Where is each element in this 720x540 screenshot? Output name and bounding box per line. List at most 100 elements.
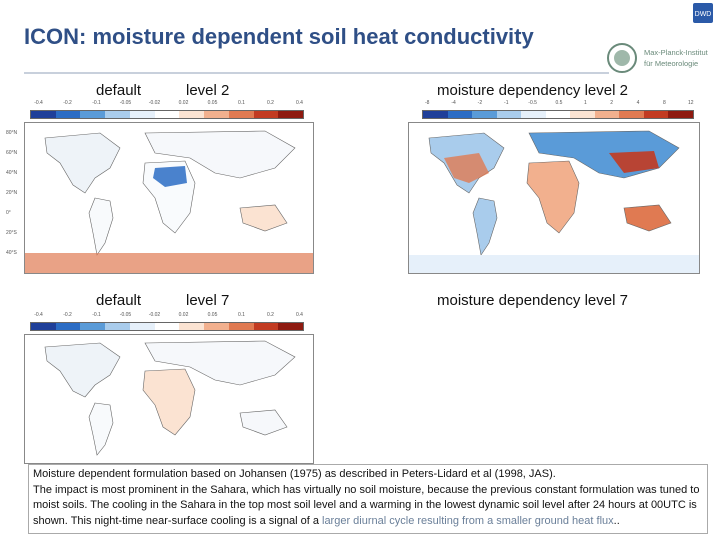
colorbar-segment xyxy=(154,323,180,330)
colorbar-segment xyxy=(496,111,522,118)
colorbar-tick-label: -0.02 xyxy=(148,312,161,318)
dwd-badge-text: DWD xyxy=(695,11,712,18)
top-right-label: moisture dependency level 2 xyxy=(437,82,628,99)
title-divider xyxy=(24,72,609,74)
colorbar-tick-label: 0.4 xyxy=(296,312,303,318)
colorbar-tick-label: 0.05 xyxy=(207,312,218,318)
lat-label-80n: 80°N xyxy=(6,130,18,136)
colorbar-ticks: -0.4 -0.2 -0.1 -0.05 -0.02 0.02 0.05 0.1 0.2 0.4 xyxy=(24,312,314,318)
map-plot xyxy=(25,130,313,273)
caption-end: .. xyxy=(613,514,620,527)
dwd-logo-icon: DWD xyxy=(693,3,713,23)
world-map xyxy=(24,334,314,464)
bottom-right-label: moisture dependency level 7 xyxy=(437,292,628,309)
colorbar-tick-label: 0.2 xyxy=(267,312,274,318)
panel-moisture-level2: -8 -4 -2 -1 -0.5 0.5 1 2 4 8 12 xyxy=(394,100,714,286)
lat-label-20s: 20°S xyxy=(6,230,17,236)
colorbar-segment xyxy=(570,111,595,118)
logo-line-1: Max-Planck-Institut xyxy=(644,48,708,57)
colorbar-segment xyxy=(154,111,180,118)
colorbar-tick-label: 4 xyxy=(636,100,640,106)
colorbar-segment xyxy=(80,323,106,330)
caption-text: The impact is most prominent in the Saha… xyxy=(33,483,700,527)
map-plot xyxy=(409,130,699,273)
colorbar xyxy=(30,322,304,331)
colorbar-ticks: -0.4 -0.2 -0.1 -0.05 -0.02 0.02 0.05 0.1 0.2 0.4 xyxy=(24,100,314,106)
caption-box: Moisture dependent formulation based on … xyxy=(28,464,708,534)
bottom-left-label-default: default xyxy=(96,292,142,309)
colorbar-segment xyxy=(423,111,448,118)
colorbar-tick-label: -0.2 xyxy=(63,312,72,318)
panel-default-level2: -0.4 -0.2 -0.1 -0.05 -0.02 0.02 0.05 0.1 0.2 0.4 … xyxy=(2,100,334,286)
world-map xyxy=(408,122,700,274)
top-left-label-default: default xyxy=(96,82,142,99)
caption-paragraph: The impact is most prominent in the Saha… xyxy=(33,483,703,530)
lat-label-40s: 40°S xyxy=(6,250,17,256)
caption-line-1: Moisture dependent formulation based on … xyxy=(33,468,556,480)
colorbar-segment xyxy=(179,323,205,330)
colorbar-tick-label: -4 xyxy=(451,100,456,106)
caption-highlight: larger diurnal cycle resulting from a sm… xyxy=(322,514,614,527)
colorbar-segment xyxy=(228,323,254,330)
colorbar-tick-label: 2 xyxy=(610,100,614,106)
colorbar-segment xyxy=(619,111,644,118)
colorbar-segment xyxy=(643,111,669,118)
lat-label-60n: 60°N xyxy=(6,150,18,156)
colorbar-segment xyxy=(80,111,106,118)
colorbar-segment xyxy=(105,323,130,330)
colorbar-segment xyxy=(521,111,546,118)
world-map xyxy=(24,122,314,274)
colorbar-tick-label: 12 xyxy=(687,100,694,106)
colorbar-segment xyxy=(545,111,571,118)
slide-title: ICON: moisture dependent soil heat condu… xyxy=(24,24,534,49)
colorbar-segment xyxy=(278,111,304,118)
colorbar-segment xyxy=(55,323,81,330)
colorbar-segment xyxy=(204,111,229,118)
colorbar-tick-label: 0.5 xyxy=(555,100,563,106)
panel-default-level7: -0.4 -0.2 -0.1 -0.05 -0.02 0.02 0.05 0.1 0.2 0.4 xyxy=(2,312,334,464)
colorbar-segment xyxy=(105,111,130,118)
logo-line-2: für Meteorologie xyxy=(644,59,699,68)
colorbar-segment xyxy=(31,323,56,330)
lat-label-0: 0° xyxy=(6,210,11,216)
colorbar-segment xyxy=(447,111,473,118)
colorbar-tick-label: -1 xyxy=(504,100,509,106)
map-plot xyxy=(44,340,296,456)
colorbar-tick-label: -0.5 xyxy=(528,100,537,106)
colorbar-tick-label: -2 xyxy=(477,100,483,106)
colorbar-tick-label: -0.02 xyxy=(148,100,161,106)
colorbar-tick-label: 0.02 xyxy=(178,100,189,106)
colorbar-segment xyxy=(668,111,694,118)
bottom-left-label-level: level 7 xyxy=(186,292,230,309)
colorbar-tick-label: 0.2 xyxy=(267,100,274,106)
colorbar-segment xyxy=(129,323,155,330)
colorbar-segment xyxy=(253,323,279,330)
colorbar-tick-label: 1 xyxy=(583,100,587,106)
colorbar-tick-label: -0.1 xyxy=(92,312,101,318)
colorbar-tick-label: -0.2 xyxy=(63,100,72,106)
colorbar-segment xyxy=(31,111,56,118)
colorbar-segment xyxy=(228,111,254,118)
colorbar-segment xyxy=(253,111,279,118)
colorbar-segment xyxy=(594,111,620,118)
colorbar-tick-label: -0.4 xyxy=(34,100,43,106)
colorbar xyxy=(422,110,694,119)
colorbar-tick-label: -8 xyxy=(424,100,430,106)
colorbar-tick-label: -0.05 xyxy=(119,312,132,318)
colorbar-tick-label: 0.02 xyxy=(178,312,189,318)
colorbar-tick-label: -0.4 xyxy=(34,312,43,318)
colorbar-tick-label: 8 xyxy=(663,100,666,106)
colorbar-segment xyxy=(179,111,205,118)
colorbar-segment xyxy=(129,111,155,118)
mpi-emblem-icon xyxy=(607,43,637,73)
colorbar-ticks-right: -8 -4 -2 -1 -0.5 0.5 1 2 4 8 12 xyxy=(414,100,704,106)
colorbar-tick-label: -0.1 xyxy=(92,100,101,106)
lat-label-40n: 40°N xyxy=(6,170,18,176)
lat-label-20n: 20°N xyxy=(6,190,18,196)
colorbar-segment xyxy=(278,323,304,330)
colorbar-tick-label: -0.05 xyxy=(119,100,132,106)
colorbar-segment xyxy=(204,323,229,330)
colorbar-tick-label: 0.05 xyxy=(207,100,218,106)
top-left-label-level: level 2 xyxy=(186,82,230,99)
colorbar xyxy=(30,110,304,119)
